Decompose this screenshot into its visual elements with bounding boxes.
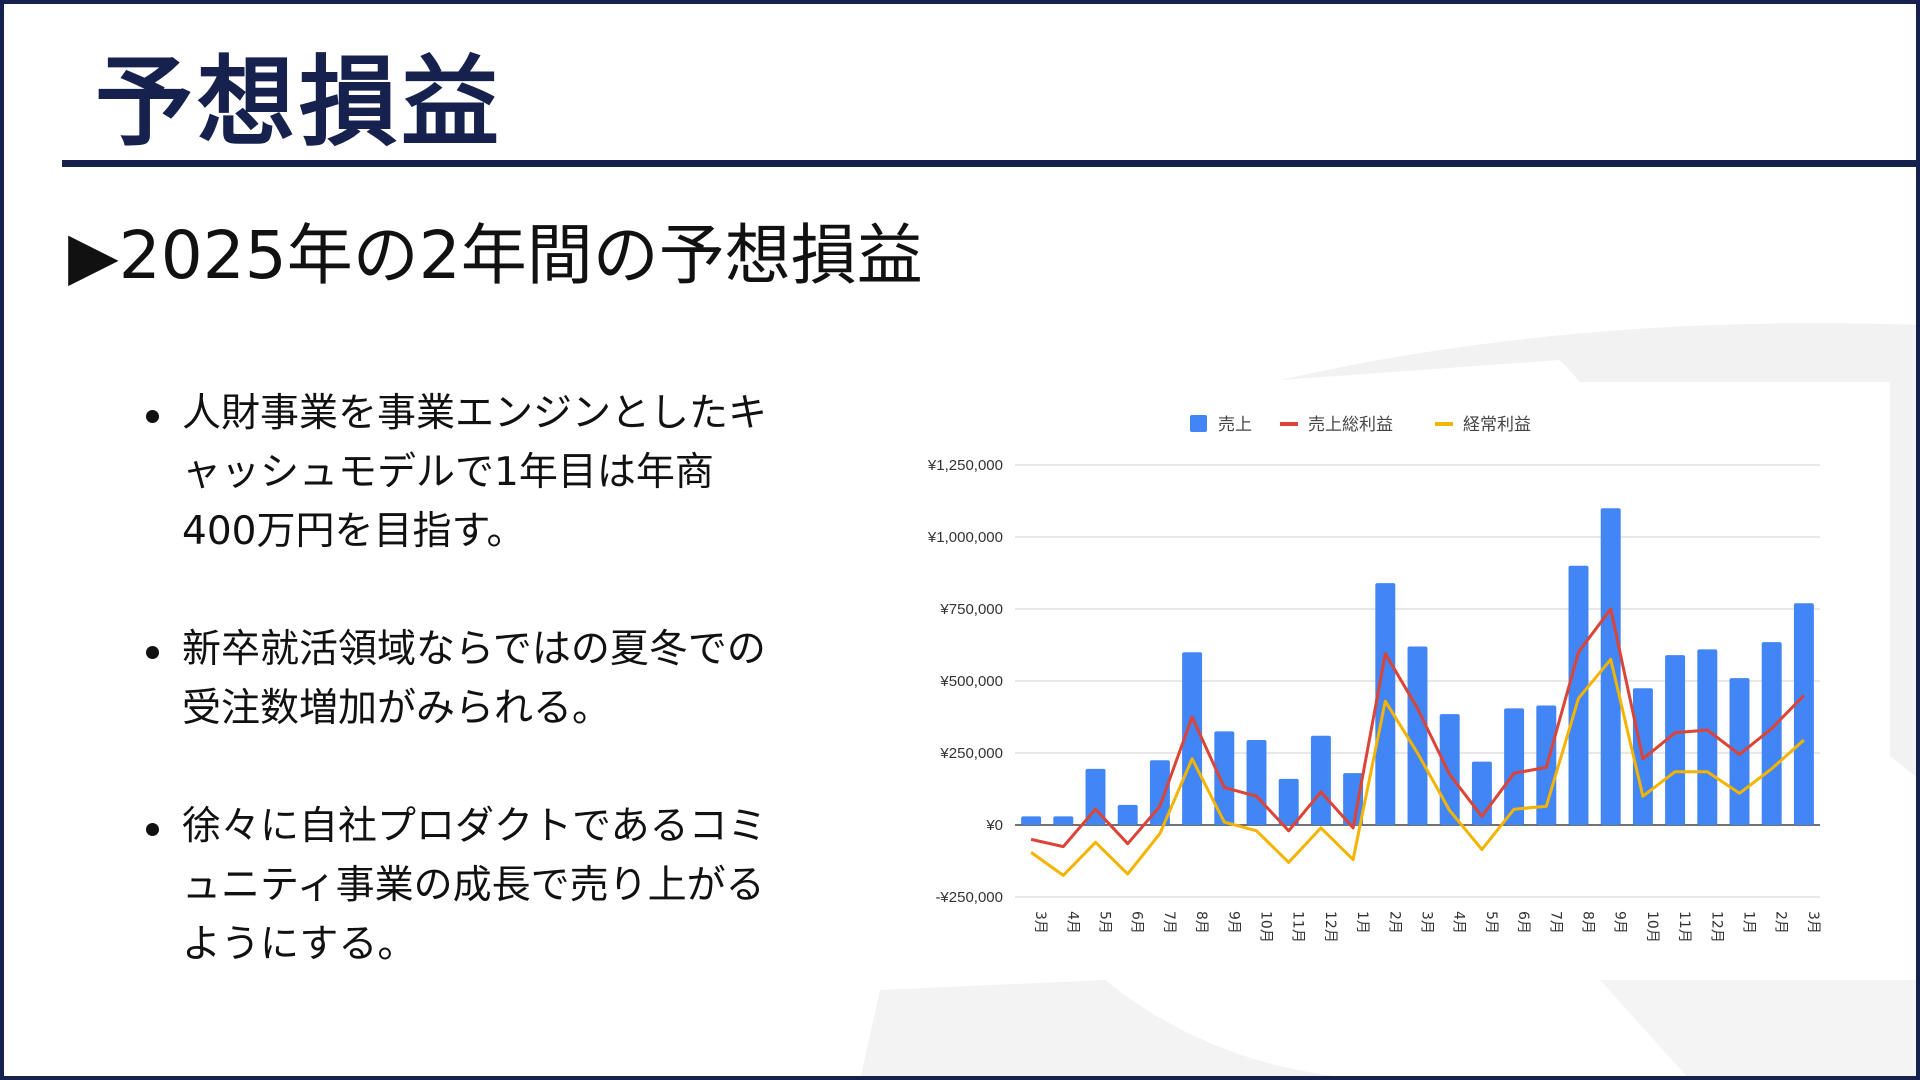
- bar-sales: [1310, 735, 1331, 825]
- bullet-item: 徐々に自社プロダクトであるコミュニティ事業の成長で売り上がるようにする。: [140, 797, 780, 974]
- x-tick-label: 6月: [1515, 911, 1531, 934]
- bar-sales: [1214, 731, 1235, 825]
- bar-sales: [1568, 565, 1589, 825]
- line-ordinary-profit: [1030, 657, 1805, 877]
- x-tick-label: 5月: [1097, 911, 1113, 934]
- y-tick-label: -¥250,000: [935, 889, 1003, 906]
- bar-sales: [1504, 708, 1525, 825]
- section-subtitle: ▶2025年の2年間の予想損益: [68, 217, 923, 294]
- bullet-list: 人財事業を事業エンジンとしたキャッシュモデルで1年目は年商400万円を目指す。 …: [140, 384, 780, 1033]
- x-tick-label: 9月: [1225, 911, 1241, 934]
- x-tick-label: 9月: [1612, 911, 1628, 934]
- title-underline: [62, 160, 1920, 167]
- x-tick-label: 8月: [1580, 911, 1596, 934]
- bar-sales: [1761, 642, 1782, 825]
- bullet-item: 新卒就活領域ならではの夏冬での受注数増加がみられる。: [140, 620, 780, 738]
- x-tick-label: 12月: [1322, 911, 1338, 943]
- x-tick-label: 7月: [1547, 911, 1563, 934]
- y-tick-label: ¥1,000,000: [927, 529, 1003, 546]
- y-tick-label: ¥500,000: [939, 673, 1003, 690]
- legend-swatch-gross-profit: [1280, 422, 1298, 426]
- page-title: 予想損益: [95, 46, 504, 160]
- x-tick-label: 11月: [1676, 911, 1692, 943]
- profit-loss-chart: ¥1,250,000 ¥1,000,000 ¥750,000 ¥500,000 ¥250…: [927, 415, 1821, 943]
- bar-sales: [1085, 768, 1106, 825]
- bar-sales: [1182, 652, 1203, 825]
- x-tick-label: 5月: [1483, 911, 1499, 934]
- bar-sales: [1600, 508, 1621, 825]
- x-tick-label: 6月: [1129, 911, 1145, 934]
- x-tick-label: 11月: [1290, 911, 1306, 943]
- bar-sales: [1697, 649, 1718, 825]
- bar-sales: [1117, 804, 1138, 825]
- x-tick-label: 3月: [1419, 911, 1435, 934]
- x-tick-label: 3月: [1032, 911, 1048, 934]
- y-tick-label: ¥0: [985, 817, 1003, 834]
- x-tick-label: 3月: [1805, 911, 1821, 934]
- bullet-item: 人財事業を事業エンジンとしたキャッシュモデルで1年目は年商400万円を目指す。: [140, 384, 780, 561]
- bar-sales: [1246, 740, 1267, 825]
- y-tick-label: ¥250,000: [939, 745, 1003, 762]
- x-tick-label: 10月: [1258, 911, 1274, 943]
- x-tick-label: 4月: [1064, 911, 1080, 934]
- legend-swatch-ordinary-profit: [1435, 422, 1453, 426]
- bar-sales: [1021, 816, 1042, 825]
- bar-sales: [1407, 646, 1428, 825]
- bar-sales: [1343, 773, 1364, 825]
- line-gross-profit: [1030, 607, 1805, 849]
- x-tick-label: 10月: [1644, 911, 1660, 943]
- legend-label: 経常利益: [1463, 415, 1531, 435]
- bar-sales: [1149, 760, 1170, 825]
- bar-sales: [1793, 603, 1814, 825]
- legend-label: 売上総利益: [1308, 415, 1393, 435]
- bar-sales: [1278, 778, 1299, 825]
- x-tick-label: 2月: [1773, 911, 1789, 934]
- x-tick-label: 12月: [1708, 911, 1724, 943]
- x-tick-label: 1月: [1354, 911, 1370, 934]
- y-tick-label: ¥1,250,000: [927, 457, 1003, 474]
- x-tick-label: 7月: [1161, 911, 1177, 934]
- legend-swatch-sales: [1190, 415, 1207, 432]
- x-tick-label: 4月: [1451, 911, 1467, 934]
- x-tick-label: 2月: [1386, 911, 1402, 934]
- bar-sales: [1053, 816, 1074, 825]
- x-tick-label: 1月: [1741, 911, 1757, 934]
- bar-sales: [1439, 714, 1460, 825]
- legend-label: 売上: [1218, 415, 1252, 435]
- x-tick-label: 8月: [1193, 911, 1209, 934]
- y-tick-label: ¥750,000: [939, 601, 1003, 618]
- bar-sales: [1729, 678, 1750, 825]
- bar-sales: [1665, 655, 1686, 825]
